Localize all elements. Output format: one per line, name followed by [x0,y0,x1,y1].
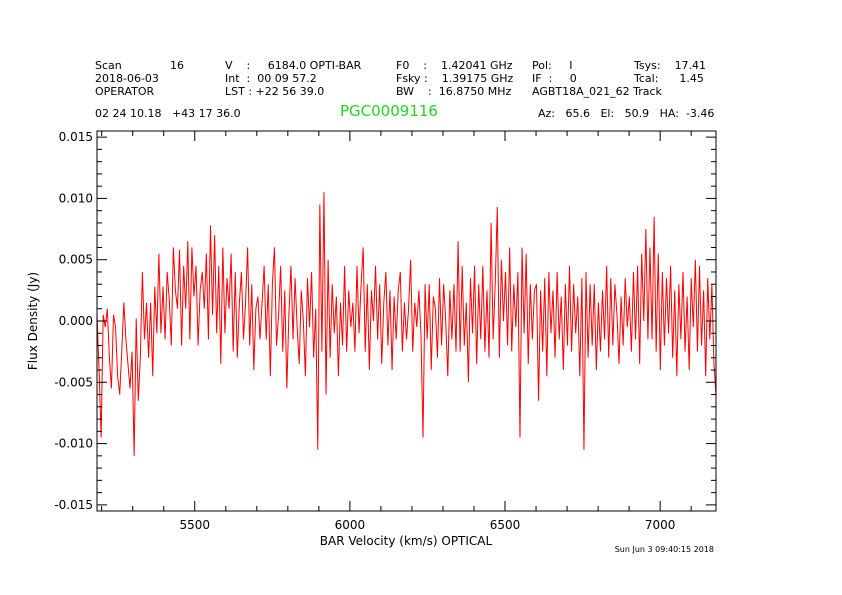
tick-layer: 5500 6000 6500 7000 -0.015 -0.010 -0.005 0.000 0… [54,130,716,532]
y-tick-label: -0.010 [54,437,93,451]
data-layer [96,192,717,456]
y-axis-label: Flux Density (Jy) [26,272,40,370]
bandwidth: BW : 16.8750 MHz [396,85,512,98]
y-tick-label: 0.005 [59,253,93,267]
az-el-ha: Az: 65.6 El: 50.9 HA: -3.46 [538,107,715,120]
x-tick-label: 6000 [335,518,366,532]
timestamp: Sun Jun 3 09:40:15 2018 [615,545,714,554]
velocity-info: V : 6184.0 OPTI-BAR [225,59,362,72]
rest-frequency: F0 : 1.42041 GHz [396,59,513,72]
y-tick-label: -0.015 [54,498,93,512]
scan-label: Scan [95,59,122,72]
y-tick-label: 0.010 [59,191,93,205]
x-tick-label: 5500 [179,518,210,532]
project-id: AGBT18A_021_62 Track [532,85,662,98]
source-title: PGC0009116 [340,102,438,120]
x-tick-label: 6500 [490,518,521,532]
y-tick-label: -0.005 [54,375,93,389]
integration-time: Int : 00 09 57.2 [225,72,317,85]
observer: OPERATOR [95,85,155,98]
y-tick-label: 0.015 [59,130,93,144]
obs-date: 2018-06-03 [95,72,159,85]
spectrum-line [96,192,717,456]
tcal: Tcal: 1.45 [634,72,704,85]
y-tick-label: 0.000 [59,314,93,328]
tsys: Tsys: 17.41 [634,59,707,72]
if-number: IF : 0 [532,72,577,85]
polarization: Pol: I [532,59,573,72]
scan-value: 16 [170,59,184,72]
sky-frequency: Fsky : 1.39175 GHz [396,72,514,85]
lst-info: LST : +22 56 39.0 [225,85,325,98]
x-tick-label: 7000 [645,518,676,532]
x-axis-label: BAR Velocity (km/s) OPTICAL [320,534,493,548]
source-coordinates: 02 24 10.18 +43 17 36.0 [95,107,241,120]
